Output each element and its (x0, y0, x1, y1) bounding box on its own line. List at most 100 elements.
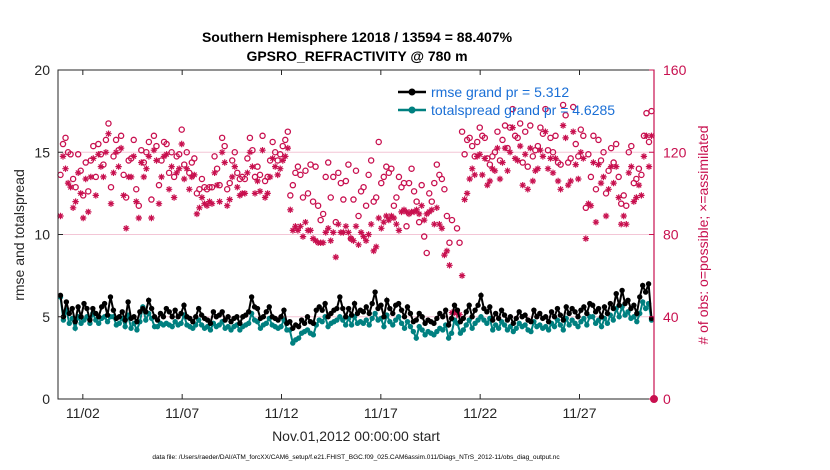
possible-point (645, 138, 653, 146)
rmse-point (604, 310, 611, 317)
possible-point (289, 181, 297, 189)
y-tick-label-left: 10 (34, 227, 50, 243)
possible-point (481, 134, 489, 142)
assimilated-point (102, 149, 110, 156)
totalspread-point (413, 335, 419, 341)
rmse-point (434, 315, 440, 322)
assimilated-point (181, 175, 188, 183)
rmse-point (466, 302, 472, 308)
rmse-point (96, 314, 102, 320)
totalspread-point (319, 318, 325, 325)
totalspread-point (122, 323, 128, 330)
assimilated-point (380, 219, 387, 226)
assimilated-point (244, 169, 251, 176)
assimilated-point (580, 155, 587, 162)
possible-point (388, 165, 395, 172)
totalspread-point (363, 317, 369, 323)
y-tick-label-right: 120 (663, 144, 687, 160)
assimilated-point (297, 223, 304, 230)
assimilated-point (325, 225, 332, 232)
rmse-point (510, 320, 517, 327)
totalspread-point (445, 335, 452, 341)
possible-point (67, 151, 74, 158)
assimilated-point (413, 206, 420, 213)
totalspread-point (104, 318, 111, 325)
rmse-point (193, 314, 199, 320)
assimilated-point (504, 167, 511, 174)
assimilated-point (95, 151, 102, 158)
rmse-point (495, 315, 502, 322)
possible-point (350, 196, 357, 203)
assimilated-point (466, 175, 473, 183)
assimilated-point (231, 163, 238, 170)
rmse-point (348, 312, 355, 318)
assimilated-point (590, 159, 597, 166)
assimilated-point (115, 163, 122, 170)
assimilated-point (150, 147, 158, 154)
chart-title: Southern Hemisphere 12018 / 13594 = 88.4… (202, 29, 513, 45)
assimilated-point (640, 153, 648, 160)
possible-point (355, 212, 362, 220)
possible-point (524, 163, 532, 170)
possible-point (562, 111, 569, 119)
x-axis-label: Nov.01,2012 00:00:00 start (272, 428, 440, 444)
rmse-point (237, 320, 243, 327)
rmse-point (548, 309, 555, 315)
series-rmse (57, 281, 655, 331)
assimilated-point (143, 165, 150, 172)
totalspread-point (407, 323, 414, 330)
totalspread-point (513, 325, 519, 331)
rmse-point (310, 320, 317, 327)
rmse-point (207, 320, 214, 327)
assimilated-point (534, 165, 542, 172)
assimilated-point (522, 151, 529, 158)
rmse-point (66, 310, 73, 317)
totalspread-point (116, 320, 122, 327)
totalspread-point (143, 317, 149, 323)
possible-point (410, 188, 418, 195)
rmse-point (492, 310, 499, 317)
assimilated-point (524, 186, 531, 193)
possible-point (226, 179, 233, 187)
rmse-point (448, 315, 455, 322)
possible-point (360, 183, 367, 191)
assimilated-point (378, 225, 385, 232)
assimilated-point (186, 186, 193, 193)
possible-point (231, 148, 239, 156)
possible-point (367, 157, 375, 164)
assimilated-point (421, 216, 428, 224)
assimilated-point (234, 184, 241, 191)
rmse-point (125, 299, 131, 305)
rmse-point (304, 314, 311, 320)
possible-point (211, 153, 218, 160)
assimilated-point (463, 190, 471, 197)
assimilated-point (266, 173, 274, 181)
assimilated-point (385, 216, 392, 224)
possible-point (287, 192, 294, 199)
rmse-point (445, 322, 452, 328)
assimilated-point (176, 165, 183, 172)
assimilated-point (575, 175, 582, 183)
rmse-point (210, 309, 217, 315)
totalspread-point (490, 327, 496, 333)
possible-point (163, 140, 170, 148)
totalspread-point (639, 299, 646, 305)
assimilated-point (279, 157, 286, 164)
possible-point (317, 216, 324, 224)
rmse-point (642, 289, 649, 295)
assimilated-point (97, 163, 105, 170)
rmse-point (345, 305, 352, 312)
rmse-point (172, 307, 178, 313)
rmse-point (263, 309, 270, 315)
assimilated-point (216, 198, 223, 205)
possible-point (62, 134, 69, 142)
possible-point (395, 173, 403, 181)
possible-point (155, 181, 163, 189)
assimilated-point (618, 221, 625, 228)
totalspread-point (634, 318, 640, 325)
assimilated-point (577, 149, 584, 156)
possible-point (420, 233, 428, 240)
rmse-point (607, 300, 614, 307)
rmse-point (575, 314, 581, 320)
rmse-point (104, 312, 111, 318)
